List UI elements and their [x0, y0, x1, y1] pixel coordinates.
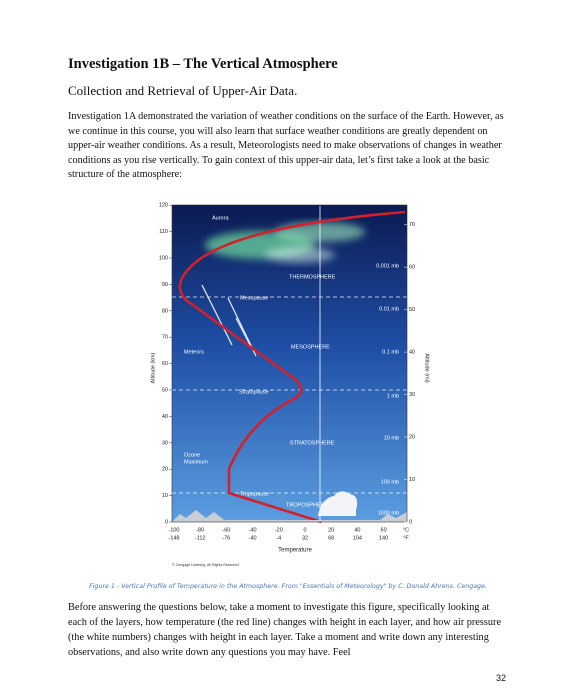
- fahrenheit-tick-label: 68: [328, 535, 334, 541]
- x-axis-label: Temperature: [278, 548, 312, 554]
- celsius-tick-label: -20: [275, 527, 283, 533]
- km-tick-label: 120: [159, 203, 168, 209]
- pressure-label: 100 mb: [381, 479, 399, 485]
- km-tick-label: 80: [162, 308, 168, 314]
- km-tick-label: 30: [162, 440, 168, 446]
- km-tick-label: 50: [162, 387, 168, 393]
- figure-label: Tropopause: [240, 491, 269, 497]
- body-paragraph: Before answering the questions below, ta…: [68, 602, 502, 658]
- km-tick-label: 90: [162, 282, 168, 288]
- figure-credit: © Cengage Learning. All Rights Reserved: [172, 563, 239, 567]
- fahrenheit-unit: °F: [403, 535, 409, 541]
- mi-tick-label: 50: [409, 307, 415, 313]
- km-axis-label: Altitude (km): [150, 352, 156, 383]
- km-tick-label: 40: [162, 414, 168, 420]
- fahrenheit-tick-label: 32: [302, 535, 308, 541]
- cloud: [318, 491, 358, 516]
- km-tick-label: 20: [162, 467, 168, 473]
- figure-label: Ozone: [184, 452, 200, 458]
- intro-paragraph: Investigation 1A demonstrated the variat…: [68, 111, 504, 181]
- mi-tick-label: 60: [409, 265, 415, 271]
- celsius-tick-label: 40: [354, 527, 360, 533]
- mi-axis-label: Altitude (mi): [424, 353, 430, 383]
- fahrenheit-tick-label: -40: [249, 535, 257, 541]
- figure: 0 10 20 30 40 50 60 70 80 90 100 110 120 0 10 20 30 40 50 6…: [150, 203, 430, 567]
- temperature-profile: [178, 210, 406, 524]
- figure-label: Meteors: [184, 349, 204, 355]
- celsius-tick-label: -80: [196, 527, 204, 533]
- figure-caption: Figure 1 - Vertical Profile of Temperatu…: [89, 583, 487, 590]
- title: Investigation 1B – The Vertical Atmosphe…: [68, 56, 338, 72]
- figure-label: Stratopause: [239, 389, 269, 395]
- figure-label: THERMOSPHERE: [289, 274, 336, 280]
- figure-label: Maximum: [184, 459, 208, 465]
- km-tick-label: 60: [162, 361, 168, 367]
- fahrenheit-tick-label: -76: [222, 535, 230, 541]
- celsius-tick-label: 0: [303, 527, 306, 533]
- celsius-unit: °C: [403, 527, 409, 533]
- celsius-tick-label: 60: [381, 527, 387, 533]
- fahrenheit-tick-label: 140: [379, 535, 388, 541]
- mi-tick-label: 20: [409, 434, 415, 440]
- mi-tick-label: 0: [409, 519, 412, 525]
- celsius-tick-label: -40: [249, 527, 257, 533]
- mi-tick-label: 30: [409, 392, 415, 398]
- figure-label: STRATOSPHERE: [290, 440, 335, 446]
- pressure-label: 1000 mb: [378, 510, 399, 516]
- pressure-label: 0.01 mb: [379, 306, 399, 312]
- figure-label: Mesopause: [240, 295, 268, 301]
- page-number: 32: [496, 673, 507, 683]
- figure-label: MESOSPHERE: [291, 344, 330, 350]
- mi-tick-label: 40: [409, 350, 415, 356]
- km-tick-label: 0: [165, 519, 168, 525]
- mi-tick-label: 70: [409, 222, 415, 228]
- km-tick-label: 110: [159, 229, 168, 235]
- fahrenheit-tick-label: -112: [195, 535, 206, 541]
- figure-label: TROPOSPHERE: [286, 502, 329, 508]
- fahrenheit-tick-label: -148: [168, 535, 179, 541]
- km-tick-label: 70: [162, 335, 168, 341]
- mi-tick-label: 10: [409, 477, 415, 483]
- celsius-tick-label: -60: [222, 527, 230, 533]
- subtitle: Collection and Retrieval of Upper-Air Da…: [68, 83, 298, 98]
- figure-label: Aurora: [212, 215, 229, 221]
- fahrenheit-tick-label: 104: [353, 535, 362, 541]
- km-tick-label: 10: [162, 493, 168, 499]
- celsius-tick-label: 20: [328, 527, 334, 533]
- mountains: [172, 510, 407, 522]
- pressure-label: 1 mb: [387, 393, 399, 399]
- pressure-label: 10 mb: [384, 435, 399, 441]
- pressure-label: 0.001 mb: [376, 263, 399, 269]
- celsius-tick-label: -100: [168, 527, 179, 533]
- fahrenheit-tick-label: -4: [276, 535, 281, 541]
- pressure-label: 0.1 mb: [382, 349, 399, 355]
- km-tick-label: 100: [159, 255, 168, 261]
